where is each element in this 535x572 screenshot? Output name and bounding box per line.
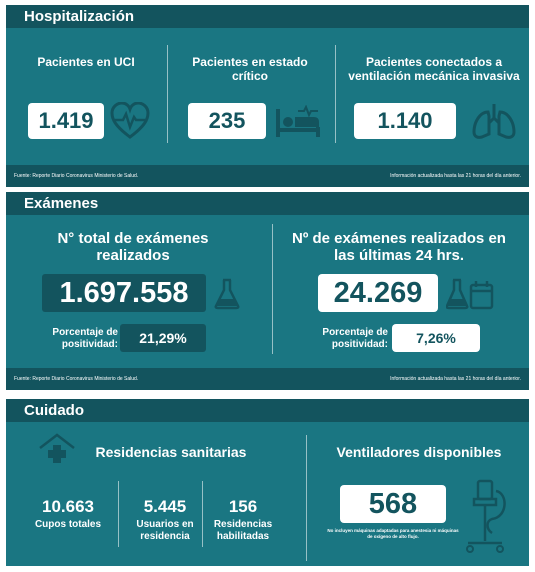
critico-label: Pacientes en estado crítico [192,55,308,83]
cupos-value: 10.663 [42,497,94,516]
diario-examenes-label: Nº de exámenes realizados en las últimas… [292,230,506,264]
diario-positividad-label: Porcentaje de positividad: [322,327,388,350]
residencias-label: Residencias sanitarias [95,444,247,460]
usuarios-label: Usuarios en residencia [136,519,194,542]
total-positividad-label: Porcentaje de positividad: [52,327,118,350]
flask-icon [214,278,240,310]
flask-calendar-icon [446,278,494,310]
ventilator-icon [466,479,506,553]
total-positividad-value: 21,29% [120,324,206,352]
source-text: Fuente: Reporte Diario Coronavirus Minis… [14,376,139,382]
examenes-title: Exámenes [24,195,99,212]
divider [272,224,273,354]
hospital-bed-icon [276,105,320,137]
habilitadas-label: Residencias habilitadas [213,519,273,542]
divider [167,45,168,143]
ventiladores-label: Ventiladores disponibles [336,444,502,460]
divider [335,45,336,143]
habilitadas-value: 156 [228,497,258,516]
uci-value: 1.419 [28,103,104,139]
examenes-panel: Exámenes N° total de exámenes realizados… [6,192,529,390]
usuarios-value: 5.445 [143,497,187,516]
diario-examenes-value: 24.269 [318,274,438,312]
uci-label: Pacientes en UCI [37,55,135,69]
updated-text: Información actualizada hasta las 21 hor… [390,376,521,382]
divider [306,435,307,561]
total-examenes-value: 1.697.558 [42,274,206,312]
house-cross-icon [39,433,75,463]
hospitalizacion-footer: Fuente: Reporte Diario Coronavirus Minis… [6,165,529,187]
total-examenes-label: N° total de exámenes realizados [57,230,209,264]
cupos-label: Cupos totales [34,519,102,530]
hospitalizacion-panel: Hospitalización Pacientes en UCI 1.419 P… [6,5,529,187]
divider [118,481,119,547]
ventilacion-value: 1.140 [354,103,456,139]
updated-text: Información actualizada hasta las 21 hor… [390,173,521,179]
source-text: Fuente: Reporte Diario Coronavirus Minis… [14,173,139,179]
ventiladores-note: No incluyen máquinas adaptadas para anes… [327,528,459,539]
hospitalizacion-header: Hospitalización [6,5,529,28]
lungs-icon [472,104,516,139]
examenes-header: Exámenes [6,192,529,215]
ventilacion-label: Pacientes conectados a ventilación mecán… [348,55,520,83]
diario-positividad-value: 7,26% [392,324,480,352]
ventiladores-value: 568 [340,485,446,523]
cuidado-header: Cuidado [6,399,529,422]
cuidado-title: Cuidado [24,402,84,419]
cuidado-panel: Cuidado Residencias sanitarias 10.663 Cu… [6,399,529,566]
divider [202,481,203,547]
heart-pulse-icon [110,102,150,139]
critico-value: 235 [188,103,266,139]
examenes-footer: Fuente: Reporte Diario Coronavirus Minis… [6,368,529,390]
hospitalizacion-title: Hospitalización [24,8,135,25]
